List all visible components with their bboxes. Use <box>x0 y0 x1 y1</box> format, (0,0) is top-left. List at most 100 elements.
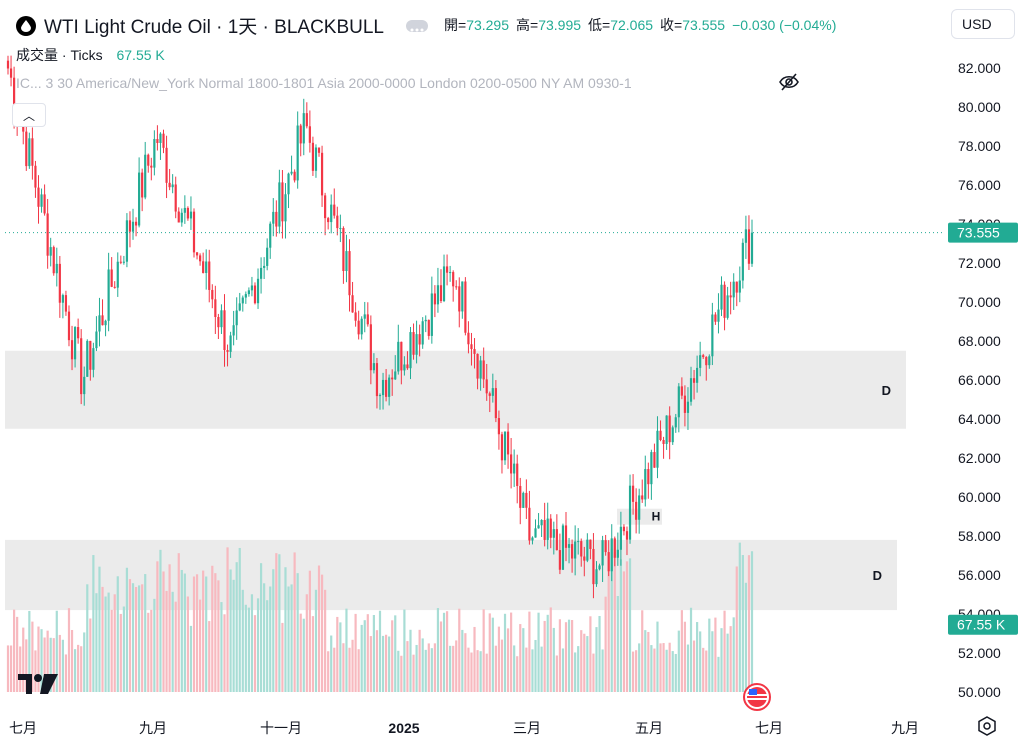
x-tick-label: 七月 <box>9 720 37 736</box>
volume-bar <box>714 617 717 692</box>
candle-body <box>549 518 552 538</box>
currency-label: USD <box>962 16 992 32</box>
candle-body <box>6 60 10 69</box>
more-dots-icon[interactable] <box>406 19 428 32</box>
ohlc-value: 73.555 <box>682 17 726 33</box>
candle-body <box>232 325 235 336</box>
candle-body <box>595 569 598 585</box>
candle-body <box>421 321 424 345</box>
volume-bar <box>595 627 598 692</box>
volume-bar <box>28 610 31 692</box>
volume-bar <box>177 553 180 692</box>
candle-body <box>80 338 83 395</box>
volume-bar <box>241 589 244 692</box>
candle-body <box>128 220 132 232</box>
volume-bar <box>497 626 501 692</box>
volume-bar <box>412 654 415 692</box>
volume-bar <box>677 630 680 692</box>
candle-body <box>259 267 263 279</box>
volume-bar <box>567 619 571 692</box>
volume-bar <box>150 609 153 692</box>
volume-bar <box>702 647 705 692</box>
volume-bar <box>244 604 247 692</box>
candle-body <box>644 469 647 500</box>
candle-body <box>641 495 644 500</box>
candle-body <box>619 526 622 550</box>
candle-body <box>616 549 619 558</box>
candle-body <box>604 540 607 553</box>
volume-bar <box>16 616 19 692</box>
volume-bar <box>171 591 174 692</box>
volume-bar <box>189 625 193 692</box>
volume-bar <box>689 607 693 692</box>
volume-bar <box>516 656 519 692</box>
ohlc-key: 開= <box>444 17 467 33</box>
candle-body <box>473 349 476 354</box>
volume-bar <box>683 621 687 692</box>
candle-body <box>360 318 363 335</box>
volume-bar <box>281 622 284 692</box>
volume-bar <box>256 598 260 692</box>
volume-bar <box>506 628 510 692</box>
volume-bar <box>723 610 726 692</box>
candle-body <box>525 492 528 508</box>
volume-bar <box>186 596 190 692</box>
volume-bar <box>741 555 744 692</box>
sessions-indicator[interactable]: IC... 3 30 America/New_York Normal 1800-… <box>16 75 632 91</box>
candle-body <box>497 418 501 435</box>
volume-bar <box>388 636 391 692</box>
volume-bar <box>339 622 342 692</box>
volume-bar <box>659 643 662 692</box>
volume-bar <box>531 649 534 692</box>
volume-bar <box>134 587 138 692</box>
candle-body <box>744 229 748 243</box>
volume-bar <box>397 650 400 692</box>
candle-body <box>366 314 369 325</box>
eye-hidden-icon[interactable] <box>778 72 800 92</box>
candle-body <box>540 520 543 526</box>
tradingview-logo-icon[interactable] <box>18 672 58 696</box>
candle-body <box>235 310 238 326</box>
collapse-legend-button[interactable]: ︿ <box>12 103 46 127</box>
candle-body <box>269 223 272 248</box>
candle-body <box>686 401 690 413</box>
volume-bar <box>37 626 40 692</box>
volume-bar <box>217 580 220 692</box>
us-flag-icon[interactable] <box>742 682 772 712</box>
candle-body <box>394 371 397 380</box>
candle-body <box>330 204 333 223</box>
candle-body <box>409 332 412 369</box>
volume-bar <box>580 630 583 692</box>
volume-bar <box>95 593 98 692</box>
volume-bar <box>607 556 610 692</box>
y-tick-label: 60.000 <box>958 489 1001 505</box>
volume-bar <box>369 636 372 692</box>
volume-legend[interactable]: 成交量 · Ticks 67.55 K <box>16 45 165 65</box>
candle-body <box>610 538 613 572</box>
volume-bar <box>381 635 385 692</box>
volume-bar <box>70 629 74 692</box>
volume-bar <box>180 569 183 692</box>
candle-body <box>357 320 360 335</box>
candle-body <box>311 142 315 171</box>
candle-body <box>589 539 592 549</box>
volume-bar <box>290 584 293 692</box>
settings-icon[interactable] <box>977 716 997 736</box>
volume-bar <box>631 651 635 692</box>
volume-bar <box>372 615 376 692</box>
candle-body <box>625 531 629 540</box>
volume-bar <box>409 629 412 692</box>
candle-body <box>653 452 656 468</box>
y-tick-label: 64.000 <box>958 411 1001 427</box>
volume-bar <box>674 653 677 692</box>
candle-body <box>491 388 494 396</box>
y-tick-label: 52.000 <box>958 645 1001 661</box>
candle-body <box>461 281 464 312</box>
currency-selector[interactable]: USD <box>951 9 1015 39</box>
candle-body <box>659 430 662 441</box>
symbol-title[interactable]: WTI Light Crude Oil · 1天 · BLACKBULL <box>16 12 428 39</box>
volume-bar <box>61 639 64 692</box>
volume-bar <box>543 620 546 692</box>
volume-bar <box>458 608 461 692</box>
